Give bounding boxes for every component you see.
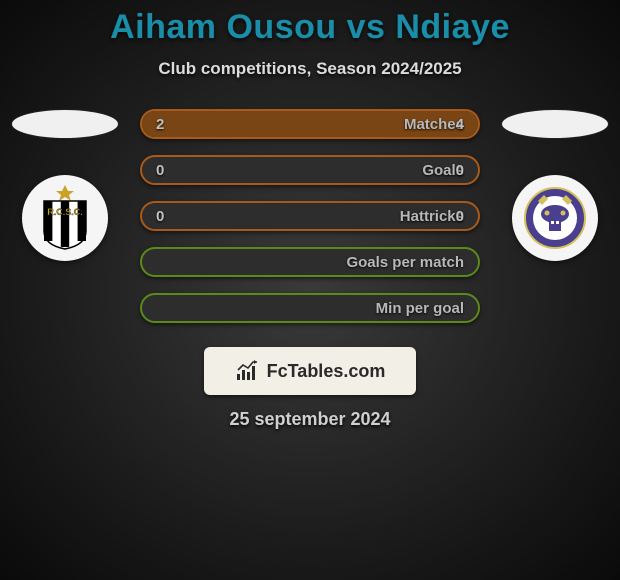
right-club-badge [512,175,598,261]
left-club-badge: R.C.S.C. [22,175,108,261]
page-title: Aiham Ousou vs Ndiaye [0,8,620,47]
stat-right-value: 0 [456,208,464,225]
stat-left-value: 2 [156,116,164,133]
left-country-flag [11,109,119,139]
charleroi-badge-icon: R.C.S.C. [30,183,100,253]
stats-column: 2 Matches 4 0 Goals 0 0 Hattricks 0 Goal… [120,109,500,323]
stat-row-hattricks: 0 Hattricks 0 [140,201,480,231]
stat-label: Min per goal [376,300,464,317]
stat-row-goals-per-match: Goals per match [140,247,480,277]
left-player-column: R.C.S.C. [10,109,120,261]
stat-row-min-per-goal: Min per goal [140,293,480,323]
anderlecht-badge-icon [520,183,590,253]
stat-row-goals: 0 Goals 0 [140,155,480,185]
branding-box[interactable]: FcTables.com [204,347,416,395]
comparison-card: Aiham Ousou vs Ndiaye Club competitions,… [0,0,620,430]
branding-text: FcTables.com [267,361,386,382]
stat-label: Hattricks [400,208,464,225]
content-row: R.C.S.C. 2 Matches 4 0 Goals 0 0 Hattric… [0,109,620,323]
stat-right-value: 4 [456,116,464,133]
svg-text:R.C.S.C.: R.C.S.C. [47,207,83,217]
right-player-column [500,109,610,261]
stat-right-value: 0 [456,162,464,179]
subtitle: Club competitions, Season 2024/2025 [0,59,620,79]
stat-left-value: 0 [156,162,164,179]
footer-date: 25 september 2024 [0,409,620,430]
stat-left-value: 0 [156,208,164,225]
stat-row-matches: 2 Matches 4 [140,109,480,139]
chart-icon [235,360,261,382]
stat-label: Goals per match [346,254,464,271]
right-country-flag [501,109,609,139]
